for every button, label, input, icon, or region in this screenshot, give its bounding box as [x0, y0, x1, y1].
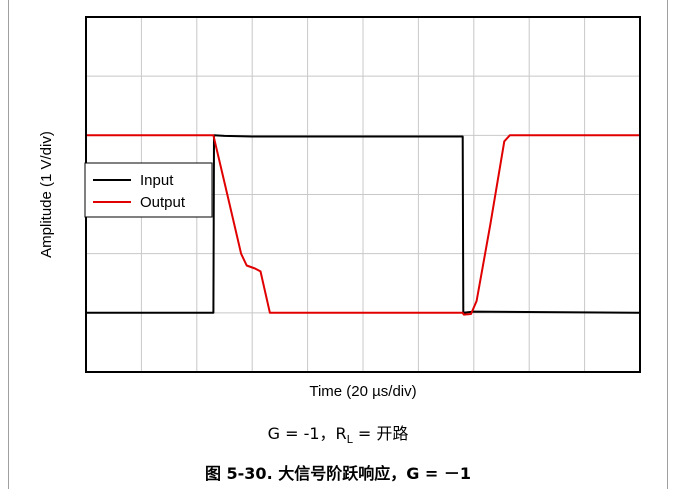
legend-label-input: Input	[140, 172, 174, 189]
condition-subscript: L	[346, 433, 353, 446]
legend-label-output: Output	[140, 194, 186, 211]
condition-prefix: G = -1，R	[267, 424, 347, 443]
x-axis-label: Time (20 µs/div)	[309, 383, 416, 400]
legend-box	[84, 162, 213, 218]
figure-title: 图 5-30. 大信号阶跃响应，G = －1	[204, 464, 472, 483]
scope-chart: Input Output Time (20 µs/div) Amplitude (…	[38, 16, 641, 400]
series-output-line	[86, 134, 640, 316]
series-group	[86, 134, 641, 316]
series-input-line	[86, 134, 641, 314]
condition-suffix: = 开路	[352, 424, 409, 443]
y-axis-label: Amplitude (1 V/div)	[38, 131, 55, 258]
condition-caption: G = -1，RL = 开路	[8, 420, 668, 446]
figure-frame	[8, 0, 668, 489]
legend: Input Output	[84, 162, 213, 218]
